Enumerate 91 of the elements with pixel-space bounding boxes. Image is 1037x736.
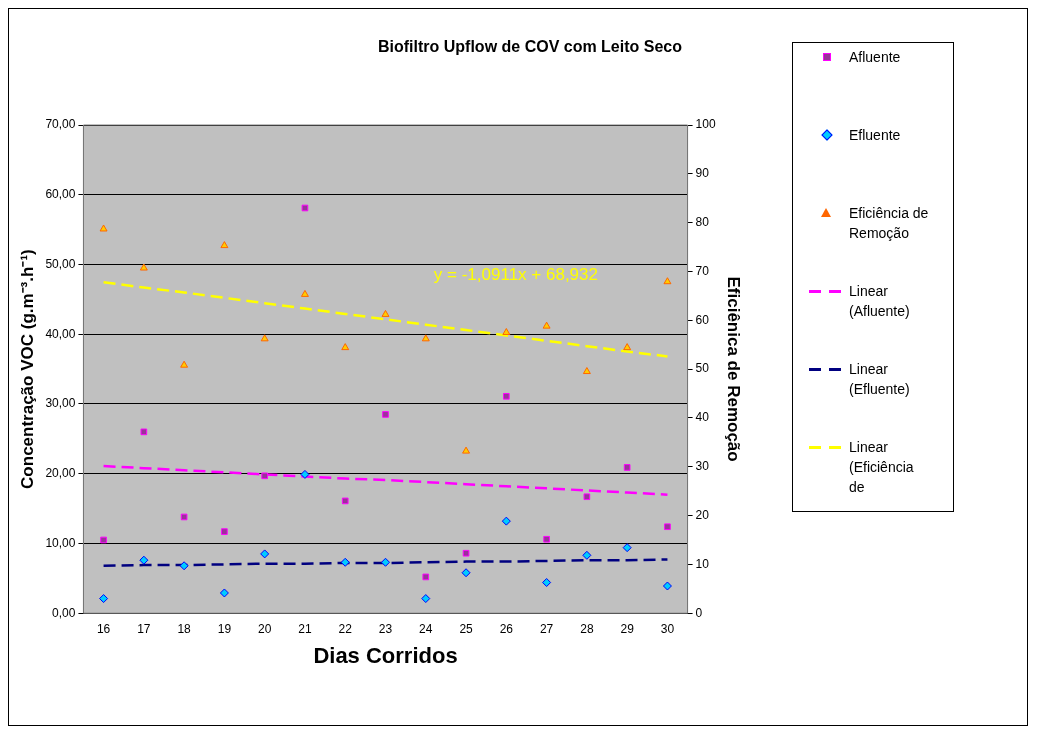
point	[139, 263, 148, 271]
point	[543, 535, 550, 543]
y-tick-label: 60,00	[45, 187, 76, 202]
line-series	[102, 464, 669, 496]
point	[341, 497, 349, 505]
x-tick-label: 21	[298, 621, 312, 636]
point	[422, 573, 430, 581]
x-tick-label: 24	[419, 621, 433, 636]
point	[179, 561, 189, 571]
legend-label: Linear (Eficiência de	[849, 438, 915, 497]
y2-tick-label: 30	[695, 459, 710, 474]
point	[462, 549, 470, 557]
point	[622, 543, 632, 553]
point	[664, 523, 671, 531]
point	[663, 277, 672, 285]
point	[421, 334, 430, 342]
point	[180, 513, 188, 521]
y2-tick-label: 20	[695, 507, 710, 522]
point	[542, 578, 552, 588]
y2-tick-label: 60	[695, 312, 710, 327]
point	[501, 516, 511, 526]
point	[542, 321, 551, 329]
point	[221, 528, 228, 535]
point	[300, 289, 309, 297]
point	[260, 549, 270, 559]
point	[381, 557, 390, 567]
legend-label: Eficiência de Remoção	[849, 204, 930, 243]
point	[623, 343, 632, 351]
y2-axis-title: Eficiênica de Remoção	[724, 276, 744, 462]
point	[382, 411, 389, 418]
legend-label: Linear (Efluente)	[849, 360, 911, 399]
x-tick-label: 17	[137, 621, 151, 636]
point	[220, 241, 229, 249]
y2-tick-label: 100	[695, 117, 716, 132]
y2-tick-label: 70	[695, 263, 710, 278]
point	[300, 469, 310, 479]
point	[623, 464, 631, 471]
point	[582, 550, 592, 560]
y-tick-label: 10,00	[45, 535, 76, 550]
point	[381, 309, 390, 317]
point	[219, 588, 229, 598]
y2-tick-label: 90	[695, 166, 710, 181]
y-tick-label: 50,00	[45, 256, 76, 271]
point	[341, 343, 350, 351]
point	[461, 568, 471, 578]
x-tick-label: 22	[338, 621, 353, 636]
y2-tick-label: 50	[695, 361, 710, 376]
x-tick-label: 28	[580, 621, 594, 636]
x-tick-label: 16	[96, 621, 111, 636]
y2-tick-label: 10	[695, 556, 710, 571]
x-axis-title: Dias Corridos	[313, 642, 458, 668]
x-tick-label: 25	[459, 621, 474, 636]
point	[99, 594, 109, 604]
y-tick-label: 20,00	[45, 466, 76, 481]
point	[582, 367, 591, 375]
point	[662, 581, 672, 591]
point	[180, 360, 189, 368]
point	[583, 493, 591, 501]
point	[99, 224, 108, 232]
point	[261, 472, 268, 480]
point	[340, 557, 350, 567]
annotation: y = -1,0911x + 68,932	[433, 265, 598, 285]
x-tick-label: 26	[499, 621, 514, 636]
point	[503, 392, 510, 400]
y-tick-label: 30,00	[45, 396, 76, 411]
x-tick-label: 27	[539, 621, 554, 636]
x-tick-label: 23	[378, 621, 393, 636]
legend-label: Linear (Afluente)	[849, 282, 911, 321]
x-tick-label: 20	[257, 621, 272, 636]
y-axis-title: Concentração VOC (g.m⁻³.h⁻¹)	[17, 249, 37, 489]
x-tick-label: 30	[660, 621, 675, 636]
legend-label: Efluente	[849, 126, 902, 145]
point	[260, 334, 269, 342]
point	[421, 594, 431, 604]
point	[139, 555, 149, 565]
y-tick-label: 0,00	[52, 605, 76, 620]
legend-label: Afluente	[849, 48, 902, 67]
y2-tick-label: 0	[695, 605, 703, 620]
y2-tick-label: 80	[695, 214, 710, 229]
x-tick-label: 29	[620, 621, 635, 636]
y-tick-label: 70,00	[45, 117, 76, 132]
point	[100, 536, 107, 544]
x-tick-label: 19	[217, 621, 232, 636]
y2-tick-label: 40	[695, 410, 710, 425]
point	[301, 204, 309, 212]
point	[462, 446, 471, 454]
point	[140, 428, 148, 436]
y-tick-label: 40,00	[45, 326, 76, 341]
chart-title: Biofiltro Upflow de COV com Leito Seco	[377, 38, 683, 56]
point	[502, 327, 511, 335]
x-tick-label: 18	[177, 621, 192, 636]
